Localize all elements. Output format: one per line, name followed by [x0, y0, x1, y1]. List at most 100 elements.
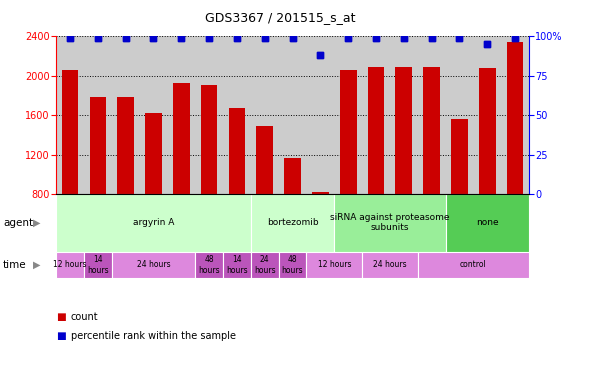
Bar: [251, 194, 335, 252]
Text: control: control: [460, 260, 487, 270]
Bar: [112, 36, 139, 194]
Bar: [256, 126, 273, 273]
Bar: [145, 113, 162, 273]
Bar: [335, 36, 362, 194]
Bar: [223, 36, 251, 194]
Point: [371, 35, 381, 41]
Point: [399, 35, 408, 41]
Bar: [173, 83, 190, 273]
Bar: [307, 252, 362, 278]
Bar: [284, 159, 301, 273]
Text: GDS3367 / 201515_s_at: GDS3367 / 201515_s_at: [206, 11, 356, 24]
Point: [454, 35, 464, 41]
Bar: [167, 36, 195, 194]
Point: [371, 35, 381, 41]
Point: [482, 41, 492, 47]
Bar: [390, 36, 418, 194]
Bar: [229, 108, 245, 273]
Bar: [473, 36, 501, 194]
Bar: [307, 36, 335, 194]
Text: 24 hours: 24 hours: [137, 260, 170, 270]
Bar: [195, 36, 223, 194]
Text: 48
hours: 48 hours: [199, 255, 220, 275]
Point: [399, 35, 408, 41]
Bar: [89, 98, 106, 273]
Bar: [479, 68, 496, 273]
Point: [177, 35, 186, 41]
Bar: [61, 70, 79, 273]
Bar: [145, 113, 162, 273]
Bar: [423, 67, 440, 273]
Bar: [506, 42, 524, 273]
Bar: [395, 67, 412, 273]
Text: percentile rank within the sample: percentile rank within the sample: [71, 331, 236, 341]
Bar: [418, 36, 446, 194]
Point: [66, 35, 75, 41]
Bar: [56, 36, 84, 194]
Text: ■: ■: [56, 312, 66, 322]
Bar: [312, 192, 329, 273]
Text: bortezomib: bortezomib: [267, 218, 319, 227]
Bar: [89, 98, 106, 273]
Bar: [312, 192, 329, 273]
Point: [204, 35, 214, 41]
Bar: [368, 67, 384, 273]
Point: [93, 35, 103, 41]
Bar: [451, 119, 467, 273]
Bar: [229, 108, 245, 273]
Point: [510, 35, 519, 41]
Bar: [362, 252, 418, 278]
Bar: [56, 252, 84, 278]
Point: [316, 52, 325, 58]
Bar: [501, 36, 529, 194]
Text: ▶: ▶: [33, 218, 40, 228]
Text: 14
hours: 14 hours: [87, 255, 109, 275]
Point: [177, 35, 186, 41]
Point: [232, 35, 242, 41]
Bar: [451, 119, 467, 273]
Text: ▶: ▶: [33, 260, 40, 270]
Bar: [446, 194, 529, 252]
Bar: [395, 67, 412, 273]
Text: 12 hours: 12 hours: [317, 260, 351, 270]
Bar: [368, 67, 384, 273]
Point: [427, 35, 436, 41]
Point: [288, 35, 297, 41]
Point: [482, 41, 492, 47]
Bar: [201, 85, 217, 273]
Text: ■: ■: [56, 331, 66, 341]
Point: [121, 35, 131, 41]
Bar: [201, 85, 217, 273]
Text: agent: agent: [3, 218, 33, 228]
Bar: [84, 36, 112, 194]
Bar: [56, 194, 251, 252]
Bar: [251, 36, 278, 194]
Bar: [335, 194, 446, 252]
Bar: [418, 252, 529, 278]
Point: [66, 35, 75, 41]
Point: [260, 35, 269, 41]
Bar: [251, 252, 278, 278]
Bar: [423, 67, 440, 273]
Point: [149, 35, 158, 41]
Text: 24 hours: 24 hours: [373, 260, 407, 270]
Bar: [362, 36, 390, 194]
Bar: [118, 98, 134, 273]
Point: [510, 35, 519, 41]
Bar: [284, 159, 301, 273]
Point: [343, 35, 353, 41]
Bar: [479, 68, 496, 273]
Point: [204, 35, 214, 41]
Text: 12 hours: 12 hours: [53, 260, 87, 270]
Bar: [112, 252, 195, 278]
Text: argyrin A: argyrin A: [133, 218, 174, 227]
Point: [121, 35, 131, 41]
Bar: [340, 70, 356, 273]
Point: [343, 35, 353, 41]
Bar: [84, 252, 112, 278]
Bar: [118, 98, 134, 273]
Bar: [340, 70, 356, 273]
Bar: [278, 36, 307, 194]
Text: siRNA against proteasome
subunits: siRNA against proteasome subunits: [330, 213, 450, 232]
Text: 48
hours: 48 hours: [282, 255, 303, 275]
